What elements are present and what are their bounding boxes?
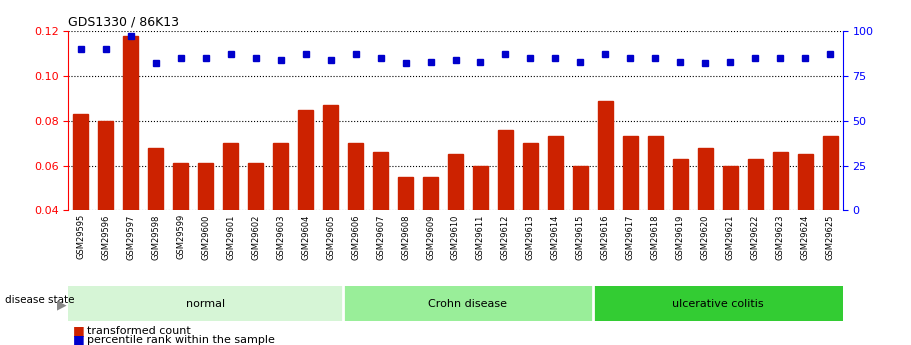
Text: GSM29608: GSM29608 xyxy=(401,214,410,260)
Bar xyxy=(748,159,763,300)
Bar xyxy=(798,155,813,300)
Text: GSM29616: GSM29616 xyxy=(601,214,609,260)
Bar xyxy=(698,148,712,300)
Bar xyxy=(298,109,313,300)
Text: GSM29607: GSM29607 xyxy=(376,214,385,260)
Bar xyxy=(548,136,563,300)
Bar xyxy=(648,136,663,300)
Bar xyxy=(248,164,263,300)
Text: GSM29596: GSM29596 xyxy=(101,214,110,260)
Text: GSM29625: GSM29625 xyxy=(825,214,834,260)
Text: GSM29601: GSM29601 xyxy=(226,214,235,260)
Text: ▶: ▶ xyxy=(56,299,67,312)
Text: GSM29605: GSM29605 xyxy=(326,214,335,260)
Text: GSM29621: GSM29621 xyxy=(726,214,735,260)
Text: GSM29615: GSM29615 xyxy=(576,214,585,260)
Text: GSM29611: GSM29611 xyxy=(476,214,485,260)
Bar xyxy=(722,166,738,300)
Bar xyxy=(673,159,688,300)
Bar xyxy=(173,164,189,300)
Text: GSM29599: GSM29599 xyxy=(176,214,185,259)
Bar xyxy=(348,143,363,300)
Text: normal: normal xyxy=(186,299,225,308)
Bar xyxy=(223,143,238,300)
Text: ■: ■ xyxy=(73,333,85,345)
Bar xyxy=(498,130,513,300)
Bar xyxy=(98,121,113,300)
Text: GSM29606: GSM29606 xyxy=(351,214,360,260)
Text: GSM29595: GSM29595 xyxy=(77,214,86,259)
Text: transformed count: transformed count xyxy=(87,326,190,335)
Text: disease state: disease state xyxy=(5,295,74,305)
Text: ulcerative colitis: ulcerative colitis xyxy=(672,299,763,308)
Bar xyxy=(823,136,838,300)
Text: GSM29610: GSM29610 xyxy=(451,214,460,260)
Bar xyxy=(623,136,638,300)
Text: GSM29623: GSM29623 xyxy=(776,214,784,260)
Text: GSM29614: GSM29614 xyxy=(551,214,560,260)
Bar xyxy=(148,148,163,300)
Bar xyxy=(448,155,463,300)
Text: GSM29617: GSM29617 xyxy=(626,214,635,260)
Text: GSM29624: GSM29624 xyxy=(801,214,810,260)
Text: GSM29620: GSM29620 xyxy=(701,214,710,260)
Text: GSM29612: GSM29612 xyxy=(501,214,510,260)
Bar xyxy=(343,286,593,321)
Bar xyxy=(73,114,88,300)
Text: GSM29597: GSM29597 xyxy=(127,214,135,260)
Bar xyxy=(593,286,843,321)
Bar xyxy=(773,152,788,300)
Bar xyxy=(598,101,613,300)
Text: percentile rank within the sample: percentile rank within the sample xyxy=(87,335,274,345)
Bar xyxy=(523,143,537,300)
Bar xyxy=(423,177,438,300)
Text: GSM29598: GSM29598 xyxy=(151,214,160,260)
Bar xyxy=(573,166,588,300)
Bar xyxy=(68,286,343,321)
Text: GSM29613: GSM29613 xyxy=(526,214,535,260)
Bar xyxy=(398,177,413,300)
Bar xyxy=(123,36,138,300)
Text: Crohn disease: Crohn disease xyxy=(428,299,507,308)
Text: GSM29602: GSM29602 xyxy=(251,214,261,260)
Text: GSM29609: GSM29609 xyxy=(426,214,435,260)
Text: GSM29600: GSM29600 xyxy=(201,214,210,260)
Text: GSM29604: GSM29604 xyxy=(302,214,310,260)
Text: ■: ■ xyxy=(73,324,85,337)
Bar xyxy=(374,152,388,300)
Text: GDS1330 / 86K13: GDS1330 / 86K13 xyxy=(68,16,179,29)
Text: GSM29622: GSM29622 xyxy=(751,214,760,260)
Bar xyxy=(323,105,338,300)
Bar xyxy=(199,164,213,300)
Bar xyxy=(473,166,488,300)
Text: GSM29603: GSM29603 xyxy=(276,214,285,260)
Text: GSM29619: GSM29619 xyxy=(676,214,685,260)
Text: GSM29618: GSM29618 xyxy=(650,214,660,260)
Bar xyxy=(273,143,288,300)
